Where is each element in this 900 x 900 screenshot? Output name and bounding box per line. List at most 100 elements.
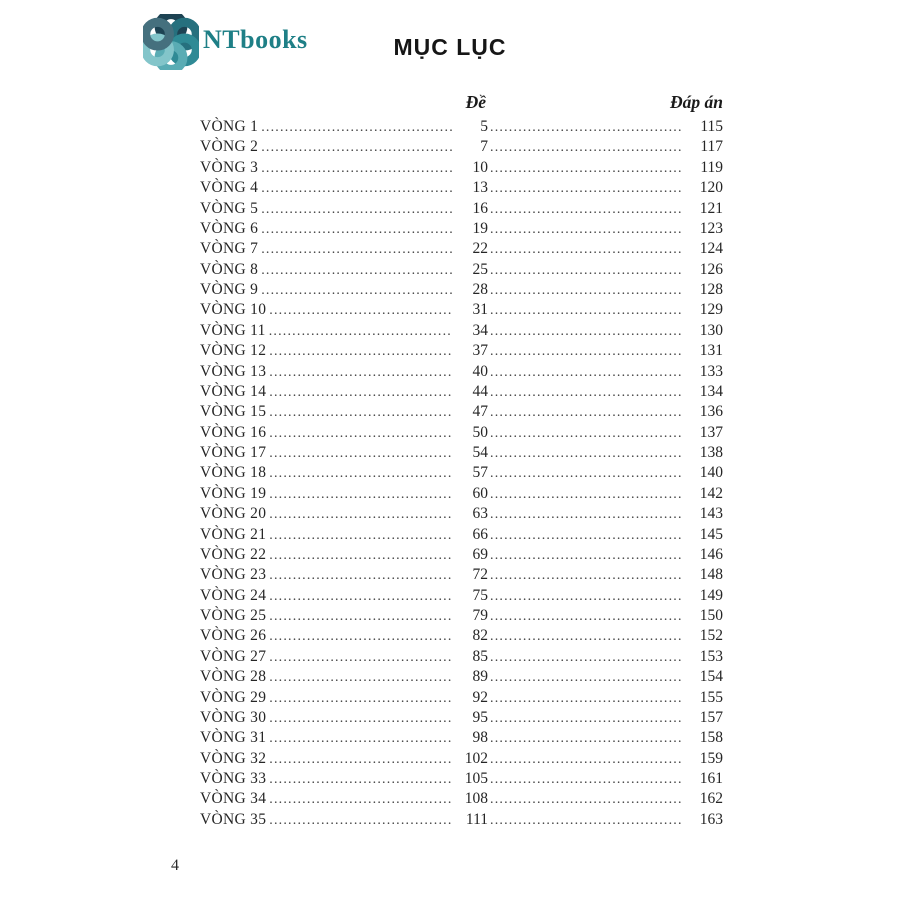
toc-row-left: VÒNG 32 102 [200,750,488,768]
dot-leader [488,750,683,768]
toc-entry-answer-page: 119 [700,158,723,176]
toc-row: VÒNG 17 54 138 [200,444,723,464]
dot-leader [269,444,452,462]
dot-leader [488,607,683,625]
ntbooks-knot-logo-icon [143,14,199,70]
toc-row: VÒNG 12 37 131 [200,342,723,362]
dot-leader [488,505,683,523]
dot-leader [269,505,452,523]
toc-entry-problem-page: 69 [472,545,489,563]
toc-row-left: VÒNG 11 34 [200,322,488,340]
toc-entry-label: VÒNG 25 [200,607,267,624]
toc-row: VÒNG 33 105 161 [200,770,723,790]
toc-entry-label: VÒNG 9 [200,281,259,298]
toc-entry-label: VÒNG 13 [200,362,267,380]
dot-leader [261,200,452,218]
toc-entry-problem-page: 25 [472,260,489,278]
dot-leader [269,790,452,808]
toc-row-left: VÒNG 22 69 [200,546,488,564]
toc-row: VÒNG 2 7 117 [200,138,723,158]
toc-entry-label: VÒNG 17 [200,444,267,461]
column-header-de: Đề [465,92,486,112]
toc-entry-problem-page: 66 [472,525,489,543]
toc-entry-answer-page: 120 [699,179,723,197]
toc-row-left: VÒNG 14 44 [200,383,488,401]
toc-entry-problem-page: 95 [472,708,489,726]
toc-entry-label: VÒNG 11 [200,321,266,339]
toc-row-left: VÒNG 4 13 [200,179,488,197]
toc-entry-label: VÒNG 15 [200,403,267,421]
dot-leader [269,709,452,727]
dot-leader [261,179,452,197]
toc-entry-answer-page: 159 [699,749,723,767]
toc-entry-problem-page: 60 [472,484,489,502]
toc-row: VÒNG 35 111 163 [200,811,723,831]
dot-leader [488,729,683,747]
dot-leader [269,424,452,442]
toc-entry-answer-page: 150 [699,607,723,624]
toc-row-left: VÒNG 9 28 [200,281,488,299]
dot-leader [488,159,683,177]
column-header-dap-an: Đáp án [670,92,723,112]
toc-entry-answer-page: 138 [699,444,723,461]
toc-row-left: VÒNG 7 22 [200,240,488,258]
toc-row: VÒNG 9 28 128 [200,281,723,301]
brand-header: NTbooks [143,14,308,70]
dot-leader [488,444,683,462]
toc-entry-answer-page: 134 [699,382,723,400]
dot-leader [488,587,683,605]
dot-leader [488,363,683,381]
toc-entry-answer-page: 137 [699,423,723,441]
toc-row-left: VÒNG 15 47 [200,403,488,421]
dot-leader [488,770,683,788]
dot-leader [261,261,452,279]
dot-leader [488,220,683,238]
toc-row-left: VÒNG 3 10 [200,159,488,177]
dot-leader [269,566,452,584]
dot-leader [269,729,452,747]
toc-entry-problem-page: 31 [472,301,489,319]
toc-entry-label: VÒNG 35 [200,810,267,828]
toc-entry-label: VÒNG 24 [200,586,267,604]
toc-row: VÒNG 3 10 119 [200,159,723,179]
dot-leader [488,240,683,258]
toc-entry-problem-page: 105 [464,770,488,787]
toc-entry-problem-page: 22 [472,240,489,258]
toc-entry-problem-page: 108 [464,790,488,808]
toc-entry-answer-page: 143 [699,505,723,523]
dot-leader [488,118,683,136]
dot-leader [488,200,683,218]
toc-row: VÒNG 24 75 149 [200,587,723,607]
toc-entry-label: VÒNG 6 [200,219,259,237]
dot-leader [488,526,683,544]
toc-entry-label: VÒNG 19 [200,484,267,502]
dot-leader [269,689,452,707]
toc-entry-problem-page: 47 [472,403,489,421]
toc-entry-answer-page: 115 [700,118,723,135]
toc-entry-answer-page: 130 [699,321,723,339]
toc-row: VÒNG 10 31 129 [200,301,723,321]
toc-entry-label: VÒNG 5 [200,199,259,217]
toc-entry-problem-page: 13 [472,179,489,197]
toc-entry-problem-page: 75 [472,586,489,604]
toc-row: VÒNG 23 72 148 [200,566,723,586]
toc-row: VÒNG 16 50 137 [200,424,723,444]
toc-entry-problem-page: 79 [472,607,489,624]
toc-entry-problem-page: 5 [480,118,488,135]
toc-entry-label: VÒNG 23 [200,566,267,584]
toc-entry-answer-page: 148 [699,566,723,584]
toc-entry-answer-page: 152 [699,627,723,645]
toc-row: VÒNG 22 69 146 [200,546,723,566]
toc-row-left: VÒNG 18 57 [200,464,488,482]
toc-row: VÒNG 27 85 153 [200,648,723,668]
toc-entry-label: VÒNG 18 [200,464,267,482]
toc-row: VÒNG 7 22 124 [200,240,723,260]
dot-leader [488,566,683,584]
dot-leader [261,118,452,136]
dot-leader [488,689,683,707]
dot-leader [488,811,683,829]
toc-row-left: VÒNG 25 79 [200,607,488,625]
toc-row-left: VÒNG 21 66 [200,526,488,544]
toc-entry-answer-page: 131 [699,342,723,360]
